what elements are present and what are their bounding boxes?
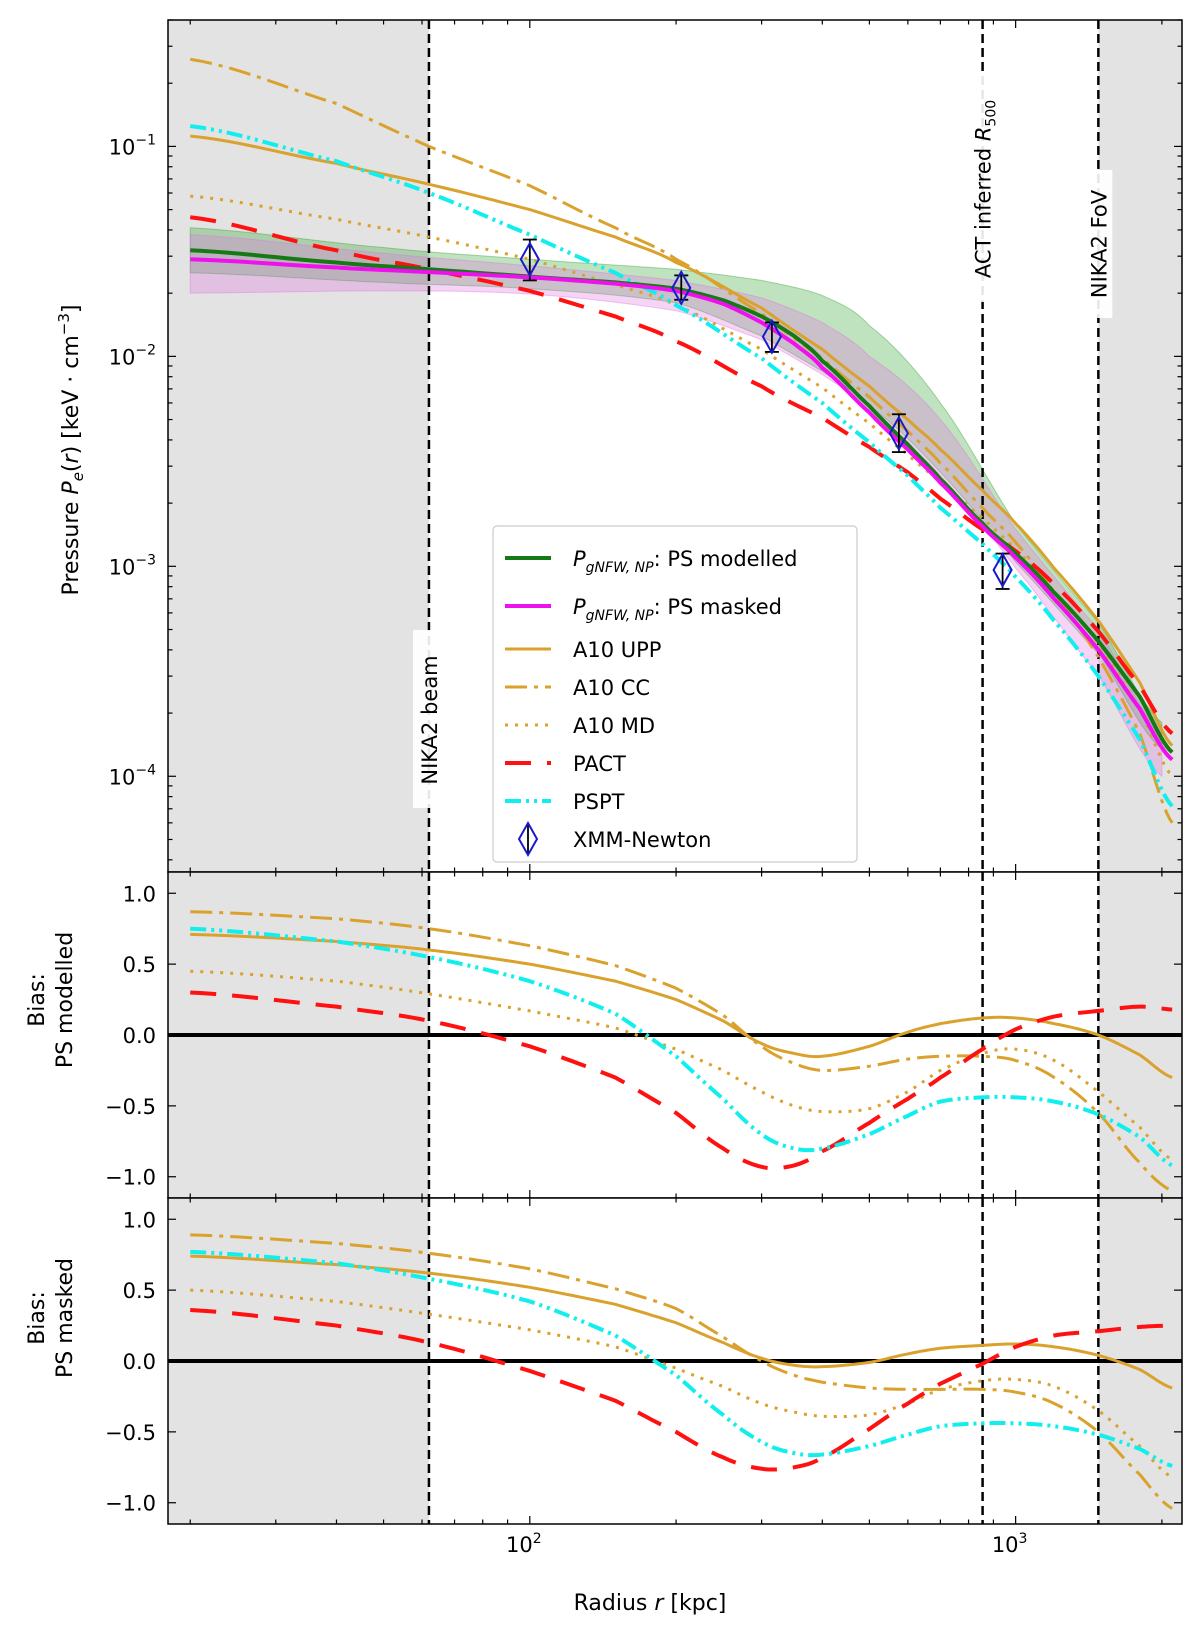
legend-label-5: PACT — [573, 752, 626, 776]
middle-ytick-label-3: −0.5 — [105, 1095, 156, 1119]
xmm-point — [761, 318, 783, 355]
vline-label-bg-nika2-beam — [412, 630, 443, 808]
middle-bias-line-pact — [190, 990, 1173, 1171]
bottom-bias-line-a10-upp — [190, 1254, 1173, 1390]
bottom-y-axis-label: Bias: — [25, 1291, 50, 1345]
middle-panel-bias-ps-modelled: 1.0 0.5 0.0 −0.5 −1.0 — [105, 871, 1183, 1199]
bottom-bias-line-a10-md — [190, 1288, 1173, 1479]
legend-label-7: XMM-Newton — [573, 828, 711, 852]
bottom-ytick-label-3: −0.5 — [105, 1421, 156, 1445]
legend-label-4: A10 MD — [573, 714, 655, 738]
xmm-point — [671, 269, 692, 306]
series-line-pspt — [189, 124, 1174, 808]
middle-y-axis-label: Bias: — [25, 973, 50, 1027]
legend-label-2: A10 UPP — [573, 638, 661, 662]
legend-box — [492, 525, 858, 863]
legend-label-0: PgNFW, NP: PS modelled — [573, 547, 798, 576]
bottom-ytick-label-1: 0.5 — [123, 1279, 156, 1303]
series-line-a10-upp — [190, 134, 1174, 747]
top-ytick-label-2: 10−3 — [109, 552, 156, 579]
bottom-ytick-label-2: 0.0 — [123, 1350, 156, 1374]
middle-y-axis-label-line2: PS modelled — [53, 932, 78, 1068]
bottom-y-axis-label-line2: PS masked — [53, 1258, 78, 1378]
middle-bias-line-pspt — [190, 926, 1174, 1168]
top-panel-pressure: NIKA2 beam ACT inferred R500 NIKA2 FoV 10−1… — [109, 19, 1183, 873]
top-shaded-region-0 — [168, 20, 429, 872]
top-ytick-label-0: 10−1 — [109, 132, 156, 159]
vline-label-nika2-fov: NIKA2 FoV — [1087, 189, 1111, 298]
bottom-ytick-label-4: −1.0 — [105, 1492, 156, 1516]
xmm-point — [519, 241, 540, 278]
vline-label-bg-nika2-fov — [1082, 170, 1113, 318]
vline-label-act-inferred-r500: ACT inferred R500 — [972, 100, 1000, 278]
bottom-ytick-label-0: 1.0 — [123, 1208, 156, 1232]
middle-ytick-label-0: 1.0 — [123, 882, 156, 906]
xmm-point — [992, 552, 1013, 589]
top-ytick-label-3: 10−4 — [109, 762, 156, 789]
middle-bias-line-a10-upp — [190, 932, 1173, 1079]
bottom-axes-border — [167, 1197, 1183, 1525]
x-tick-label-1: 103 — [992, 1531, 1028, 1557]
middle-bias-line-a10-md — [190, 969, 1173, 1162]
x-tick-label-0: 102 — [506, 1531, 542, 1557]
series-line-a10-md — [190, 194, 1174, 778]
bottom-bias-line-pspt — [190, 1249, 1173, 1468]
middle-ytick-label-1: 0.5 — [123, 953, 156, 977]
series-line-pact — [189, 215, 1174, 735]
legend-label-6: PSPT — [573, 790, 625, 814]
legend-label-3: A10 CC — [573, 676, 650, 700]
legend-label-1: PgNFW, NP: PS masked — [573, 595, 782, 624]
legend-swatch-xmm — [517, 820, 539, 858]
bottom-panel-bias-ps-masked: 1.0 0.5 0.0 −0.5 −1.0 102 103 — [105, 1197, 1183, 1557]
top-y-axis-label: Pressure Pe(r) [keV · cm−3] — [55, 304, 87, 595]
middle-bias-line-a10-cc — [190, 910, 1173, 1193]
top-ytick-label-1: 10−2 — [109, 342, 156, 369]
x-axis-label: Radius r [kpc] — [574, 1591, 727, 1616]
vline-label-bg-act-r500 — [966, 76, 997, 302]
vline-label-nika2-beam: NIKA2 beam — [418, 655, 442, 784]
middle-ytick-label-4: −1.0 — [105, 1166, 156, 1190]
xmm-point — [888, 415, 910, 452]
bottom-bias-line-a10-cc — [190, 1233, 1173, 1510]
bottom-bias-line-pact — [190, 1307, 1173, 1472]
middle-ytick-label-2: 0.0 — [123, 1024, 156, 1048]
